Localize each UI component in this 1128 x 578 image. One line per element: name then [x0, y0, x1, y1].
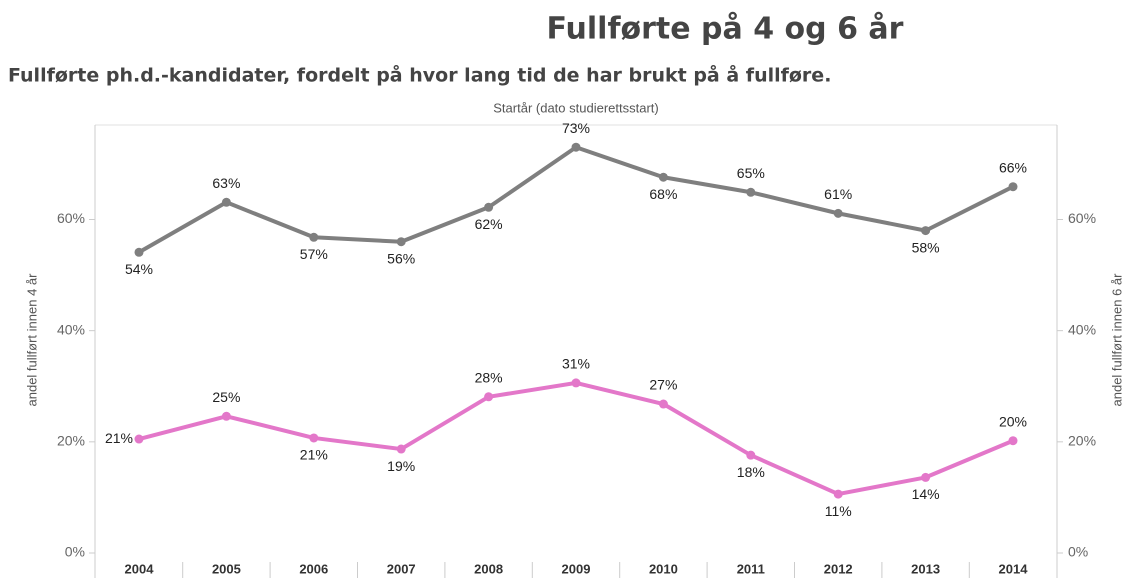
point: [309, 433, 319, 443]
point: [484, 202, 494, 212]
y-axis-title: andel fullført innen 4 år: [24, 273, 39, 407]
x-tick-label: 2005: [212, 561, 241, 576]
point: [1008, 436, 1018, 446]
x-tick-label: 2010: [649, 561, 678, 576]
data-label: 66%: [999, 159, 1027, 175]
point: [746, 187, 756, 197]
data-label: 11%: [825, 503, 852, 519]
data-label: 63%: [212, 175, 240, 191]
data-label: 73%: [562, 120, 590, 136]
y-tick-label: 0%: [65, 544, 85, 560]
x-tick-label: 2012: [824, 561, 853, 576]
data-label: 62%: [475, 216, 503, 232]
point: [658, 172, 668, 182]
data-label: 25%: [212, 389, 240, 405]
point: [921, 472, 931, 482]
point: [571, 142, 581, 152]
x-tick-label: 2006: [299, 561, 328, 576]
point: [221, 411, 231, 421]
point: [1008, 182, 1018, 192]
chart-title: Fullførte på 4 og 6 år: [547, 11, 904, 47]
line: [138, 380, 1014, 497]
x-tick-label: 2004: [125, 561, 155, 576]
x-tick-label: 2007: [387, 561, 416, 576]
x-tick-label: 2014: [999, 561, 1029, 576]
y2-axis-title: andel fullført innen 6 år: [1109, 273, 1124, 407]
x-tick-label: 2011: [737, 561, 765, 576]
point: [833, 208, 843, 218]
data-label: 57%: [300, 246, 328, 262]
data-label: 27%: [649, 377, 677, 393]
point: [396, 237, 406, 247]
point: [484, 392, 494, 402]
data-label: 68%: [649, 186, 677, 202]
point: [221, 197, 231, 207]
y2-tick-label: 20%: [1068, 433, 1096, 449]
data-label: 18%: [737, 464, 765, 480]
data-label: 58%: [912, 239, 940, 255]
data-label: 31%: [562, 356, 590, 372]
point: [571, 378, 581, 388]
y-tick-label: 20%: [57, 433, 85, 449]
data-label: 21%: [300, 447, 328, 463]
y-tick-label: 60%: [57, 210, 85, 226]
point: [134, 247, 144, 257]
data-label: 61%: [824, 186, 852, 202]
chart-subtitle: Fullførte ph.d.-kandidater, fordelt på h…: [8, 63, 831, 87]
y2-tick-label: 0%: [1068, 544, 1088, 560]
x-tick-label: 2009: [562, 561, 591, 576]
data-label: 28%: [475, 370, 503, 386]
data-label: 54%: [125, 261, 153, 277]
data-label: 14%: [912, 486, 940, 502]
point: [833, 489, 843, 499]
x-tick-label: 2013: [911, 561, 940, 576]
data-label: 20%: [999, 413, 1027, 429]
y2-tick-label: 40%: [1068, 321, 1096, 337]
point: [746, 450, 756, 460]
data-label: 19%: [387, 458, 415, 474]
point: [309, 232, 319, 242]
y2-tick-label: 60%: [1068, 210, 1096, 226]
data-label: 56%: [387, 250, 415, 266]
point: [134, 434, 144, 444]
line: [138, 145, 1014, 255]
point: [921, 226, 931, 236]
data-label: 21%: [105, 430, 133, 446]
y-tick-label: 40%: [57, 321, 85, 337]
x-axis-title: Startår (dato studierettsstart): [493, 100, 658, 115]
data-label: 65%: [737, 165, 765, 181]
x-tick-label: 2008: [474, 561, 503, 576]
point: [658, 399, 668, 409]
point: [396, 444, 406, 454]
